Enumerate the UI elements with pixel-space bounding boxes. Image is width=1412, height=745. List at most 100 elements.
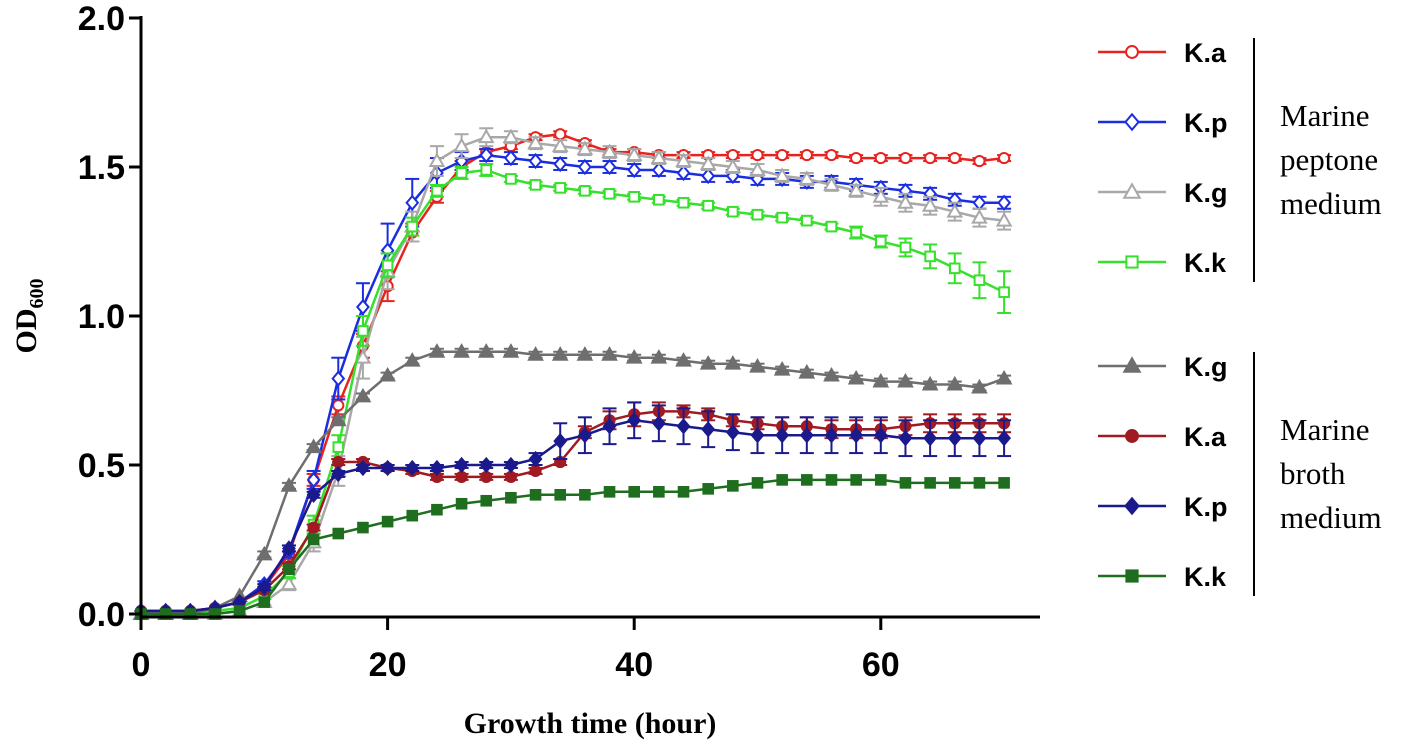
- data-point: [480, 470, 493, 484]
- data-point: [801, 474, 813, 486]
- data-point: [529, 464, 542, 478]
- legend-marker: [1122, 356, 1142, 373]
- legend-marker: [1124, 112, 1140, 132]
- data-point: [332, 399, 345, 412]
- data-point: [528, 450, 543, 468]
- data-point: [875, 235, 887, 248]
- data-point: [702, 483, 714, 495]
- data-point: [897, 194, 914, 209]
- data-point: [479, 456, 494, 474]
- data-point: [477, 343, 495, 358]
- data-point: [431, 185, 443, 197]
- data-point: [305, 438, 322, 454]
- data-point: [502, 343, 520, 358]
- data-point: [724, 158, 742, 173]
- plot-area: 0.0 0.5 1.0 1.5 2.0 0 20 40 60: [78, 0, 1040, 684]
- data-point: [801, 214, 813, 227]
- data-point: [628, 486, 641, 498]
- data-point: [405, 459, 420, 477]
- data-point: [823, 366, 840, 382]
- data-point: [579, 489, 591, 501]
- data-point: [380, 459, 395, 477]
- legend-label: K.p: [1184, 492, 1228, 522]
- data-point: [551, 346, 569, 361]
- legend-group: K.a K.p K.g K.k Marine peptone medium: [1098, 38, 1382, 282]
- data-point: [849, 427, 864, 444]
- data-point: [847, 182, 865, 197]
- data-point: [675, 352, 692, 367]
- data-point: [625, 146, 643, 162]
- data-point: [454, 456, 469, 474]
- data-point: [505, 491, 517, 504]
- data-point: [897, 372, 914, 388]
- data-point: [946, 203, 964, 218]
- data-point: [971, 209, 988, 224]
- data-point: [357, 521, 369, 534]
- data-point: [627, 412, 642, 429]
- data-point: [899, 151, 912, 165]
- legend-item: K.p: [1098, 492, 1228, 522]
- data-point: [924, 477, 936, 489]
- data-point: [453, 343, 470, 358]
- tick-layer: 0.0 0.5 1.0 1.5 2.0 0 20 40 60: [78, 0, 900, 684]
- data-point: [354, 387, 372, 403]
- data-point: [455, 497, 468, 510]
- legend-group-label-line: Marine: [1280, 98, 1370, 133]
- data-point: [998, 151, 1011, 165]
- data-point: [329, 411, 347, 427]
- data-point: [381, 259, 394, 272]
- y-tick-label: 0.0: [78, 596, 125, 634]
- data-point: [602, 418, 617, 435]
- data-point: [677, 196, 690, 209]
- data-point: [874, 151, 887, 165]
- y-axis-title: OD600: [10, 279, 48, 354]
- data-point: [527, 134, 544, 150]
- legend-item: K.p: [1098, 108, 1228, 138]
- data-point: [750, 427, 765, 444]
- data-point: [751, 477, 764, 489]
- data-point: [727, 480, 739, 492]
- data-point: [159, 608, 172, 620]
- data-point: [480, 164, 493, 176]
- data-point: [971, 378, 988, 394]
- series-line: [141, 168, 1005, 616]
- data-point: [602, 158, 617, 176]
- y-tick-label: 1.0: [78, 298, 125, 336]
- data-point: [576, 140, 594, 156]
- data-point: [825, 220, 838, 233]
- legend-group-label-line: medium: [1280, 500, 1382, 535]
- data-point: [724, 355, 742, 370]
- data-point: [995, 212, 1013, 227]
- legend-marker: [1122, 182, 1142, 199]
- data-point: [429, 459, 444, 477]
- data-point: [283, 563, 295, 576]
- data-point: [554, 489, 567, 501]
- data-point: [725, 424, 740, 441]
- x-tick-label: 20: [369, 646, 407, 684]
- data-point: [727, 205, 739, 218]
- data-point: [553, 155, 568, 173]
- legend-label: K.a: [1184, 38, 1227, 68]
- data-point: [997, 194, 1012, 211]
- data-point: [282, 540, 296, 557]
- x-tick-label: 0: [132, 646, 151, 684]
- data-point: [453, 137, 470, 153]
- data-point: [677, 486, 690, 498]
- legend-group-label-line: peptone: [1280, 142, 1378, 177]
- data-point: [455, 167, 468, 179]
- data-point: [603, 486, 616, 498]
- data-point: [503, 149, 518, 167]
- series-layer: [132, 127, 1013, 620]
- data-point: [948, 151, 961, 165]
- data-point: [480, 494, 493, 507]
- data-point: [406, 509, 419, 522]
- data-point: [948, 477, 961, 489]
- legend-label: K.a: [1184, 422, 1227, 452]
- data-point: [972, 430, 987, 447]
- data-point: [751, 208, 764, 221]
- data-point: [577, 427, 592, 444]
- data-point: [650, 349, 668, 364]
- data-point: [503, 456, 518, 474]
- data-point: [477, 128, 495, 144]
